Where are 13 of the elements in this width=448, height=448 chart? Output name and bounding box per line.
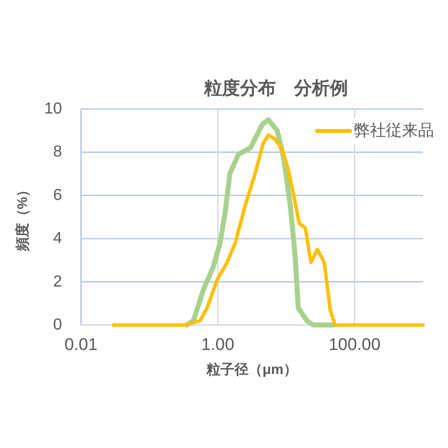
x-tick-label: 0.01 — [64, 335, 98, 354]
x-tick-label: 100.00 — [328, 335, 381, 354]
y-tick-label: 4 — [53, 230, 62, 248]
y-tick-label: 2 — [53, 273, 62, 290]
legend-label: 弊社従来品 — [354, 122, 434, 140]
x-axis-title: 粒子径（μm） — [205, 361, 298, 377]
y-tick-label: 10 — [44, 100, 62, 118]
y-tick-label: 6 — [53, 186, 62, 204]
y-tick-label: 8 — [53, 144, 62, 161]
y-tick-label: 0 — [53, 316, 62, 334]
chart-title: 粒度分布 分析例 — [203, 78, 348, 98]
x-tick-label: 1.00 — [201, 335, 234, 354]
y-axis-title: 頻度（%） — [14, 182, 30, 252]
